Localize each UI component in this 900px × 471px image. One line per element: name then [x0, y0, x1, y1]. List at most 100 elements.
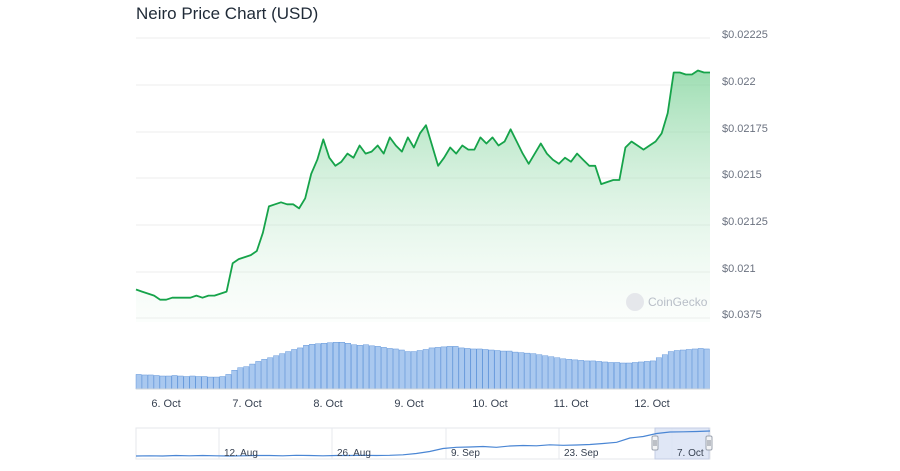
volume-bar	[225, 374, 232, 390]
volume-bar	[261, 359, 268, 390]
coingecko-logo-icon	[626, 293, 644, 311]
volume-bar	[321, 343, 327, 390]
volume-bar	[608, 362, 614, 390]
volume-bar	[410, 351, 417, 390]
volume-bar	[231, 370, 238, 390]
x-tick-label: 10. Oct	[472, 398, 507, 410]
volume-bar	[679, 349, 686, 390]
volume-bar	[638, 361, 644, 390]
volume-bar	[590, 360, 596, 390]
volume-bar	[392, 348, 399, 390]
y-tick-label: $0.02225	[722, 29, 768, 41]
volume-bar	[548, 356, 555, 390]
volume-bar	[189, 375, 196, 390]
volume-bar	[667, 351, 674, 390]
volume-bar	[374, 346, 381, 390]
x-tick-label: 8. Oct	[313, 398, 342, 410]
volume-bar	[596, 361, 602, 390]
volume-bar	[446, 346, 453, 390]
y-tick-label: $0.02175	[722, 123, 768, 135]
volume-bar	[165, 375, 172, 390]
volume-bar	[345, 343, 351, 390]
volume-bar	[398, 349, 405, 390]
y-tick-label: $0.022	[722, 76, 756, 88]
volume-bar	[530, 353, 537, 390]
volume-bar	[297, 347, 304, 390]
navigator-tick-label: 12. Aug	[224, 448, 258, 459]
navigator-tick-label: 26. Aug	[337, 448, 371, 459]
x-tick-label: 11. Oct	[554, 398, 589, 410]
volume-bar	[488, 349, 495, 390]
volume-bar	[691, 348, 698, 390]
volume-bar	[685, 349, 692, 390]
volume-bar	[315, 343, 321, 390]
volume-bar	[327, 342, 333, 390]
volume-bar	[620, 362, 626, 390]
volume-bar	[661, 354, 668, 390]
volume-bar	[303, 345, 310, 390]
volume-bar	[386, 348, 393, 390]
x-tick-label: 9. Oct	[394, 398, 423, 410]
x-tick-label: 7. Oct	[232, 398, 261, 410]
volume-bar	[357, 345, 363, 390]
x-tick-label: 12. Oct	[634, 398, 669, 410]
volume-bar	[171, 375, 178, 390]
y-tick-label: $0.0375	[722, 309, 762, 321]
volume-bar	[368, 345, 375, 390]
volume-bar	[339, 342, 345, 390]
y-tick-label: $0.021	[722, 263, 756, 275]
volume-bar	[500, 350, 507, 390]
volume-bar	[703, 348, 710, 390]
price-area-fill	[136, 70, 710, 322]
volume-bar	[237, 367, 244, 390]
y-tick-label: $0.02125	[722, 216, 768, 228]
volume-bar	[697, 348, 704, 390]
volume-bar	[464, 348, 471, 390]
volume-bar	[159, 375, 166, 390]
navigator-tick-label: 7. Oct	[677, 448, 704, 459]
volume-bar	[309, 344, 315, 390]
volume-bar	[542, 355, 549, 390]
volume-bar	[626, 362, 632, 390]
volume-bar	[602, 361, 608, 390]
volume-bar	[494, 350, 501, 390]
volume-bar	[147, 374, 154, 390]
volume-bar	[416, 350, 423, 390]
volume-bar	[440, 346, 447, 390]
y-tick-label: $0.0215	[722, 169, 762, 181]
volume-bar	[183, 376, 190, 390]
volume-bar	[560, 358, 567, 390]
navigator-tick-label: 9. Sep	[451, 448, 480, 459]
volume-bar	[201, 376, 208, 390]
navigator-tick-label: 23. Sep	[564, 448, 599, 459]
navigator-frame	[135, 427, 711, 460]
volume-bar	[363, 344, 369, 390]
volume-bar	[584, 360, 591, 390]
volume-bar	[644, 361, 650, 390]
volume-bar	[380, 347, 387, 390]
volume-bar	[655, 357, 662, 390]
volume-bar	[207, 376, 214, 390]
volume-bar	[255, 361, 262, 390]
volume-bar	[566, 359, 573, 390]
volume-bar	[536, 354, 543, 390]
volume-bar	[452, 346, 459, 390]
volume-bar	[135, 374, 142, 390]
price-line	[135, 69, 710, 301]
x-tick-label: 6. Oct	[151, 398, 180, 410]
volume-bar	[422, 349, 429, 390]
volume-bar	[524, 352, 531, 390]
volume-bar	[177, 375, 184, 390]
volume-bar	[333, 342, 339, 390]
volume-bar	[650, 360, 656, 390]
watermark-text: CoinGecko	[648, 295, 708, 309]
navigator-right-handle[interactable]	[705, 435, 713, 451]
volume-bar	[291, 349, 298, 390]
volume-bar	[213, 376, 220, 390]
volume-bar	[279, 353, 286, 390]
volume-bar	[512, 351, 519, 390]
volume-bar	[476, 348, 483, 390]
navigator-left-handle[interactable]	[651, 435, 659, 451]
